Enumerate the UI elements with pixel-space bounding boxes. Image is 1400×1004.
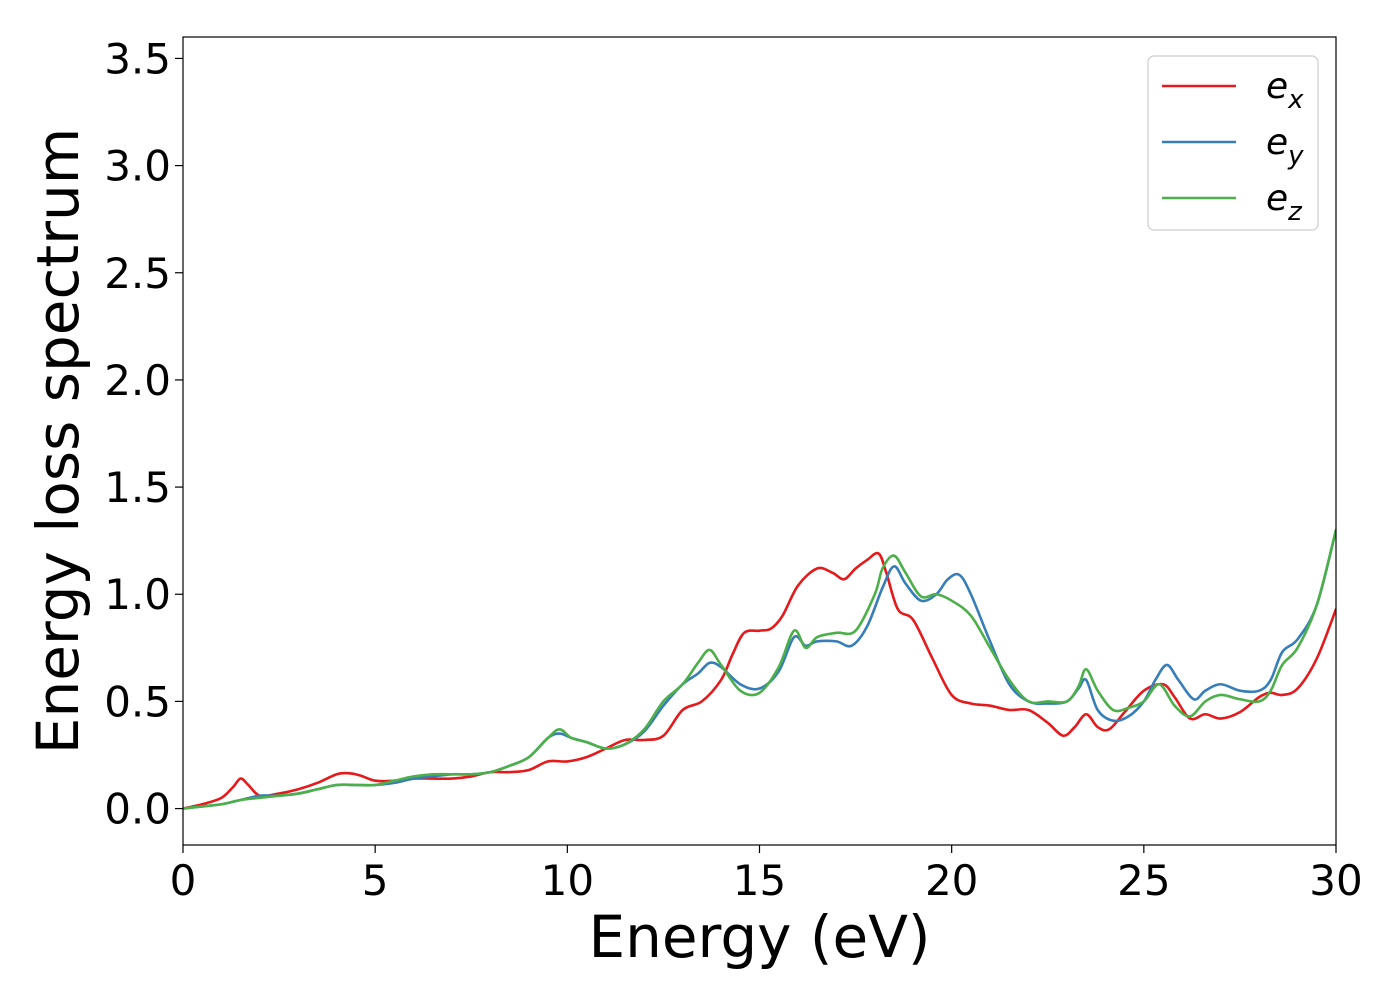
legend-item-x: ex: [1162, 66, 1304, 115]
x-tick-label: 15: [733, 856, 786, 905]
series-line-y: [183, 528, 1336, 810]
y-tick-label: 2.0: [104, 356, 171, 405]
x-tick-label: 20: [925, 856, 978, 905]
series-lines: [183, 528, 1336, 810]
series-line-x: [183, 551, 1336, 810]
legend-label: ey: [1266, 122, 1304, 171]
legend-label-subscript: y: [1287, 141, 1304, 171]
y-axis-label: Energy loss spectrum: [24, 128, 92, 754]
y-tick-label: 1.0: [104, 570, 171, 619]
x-tick-label: 5: [362, 856, 389, 905]
x-tick-label: 25: [1117, 856, 1170, 905]
legend-label: ez: [1266, 178, 1303, 227]
y-axis-ticks: 0.0 0.5 1.0 1.5 2.0 2.5 3.0 3.5: [104, 34, 183, 834]
y-tick-label: 3.5: [104, 34, 171, 83]
legend-label-base: e: [1266, 66, 1288, 107]
y-tick-label: 1.5: [104, 463, 171, 512]
legend-label-base: e: [1266, 178, 1288, 219]
legend-item-z: ez: [1162, 178, 1303, 227]
legend-label-subscript: z: [1287, 197, 1303, 227]
legend-label-subscript: x: [1287, 85, 1304, 115]
legend-label: ex: [1266, 66, 1304, 115]
series-line-z: [183, 528, 1336, 810]
y-tick-label: 0.5: [104, 677, 171, 726]
legend-label-base: e: [1266, 122, 1288, 163]
y-tick-label: 2.5: [104, 249, 171, 298]
x-tick-label: 10: [541, 856, 594, 905]
x-axis-label: Energy (eV): [588, 903, 930, 971]
x-axis-ticks: 0 5 10 15 20 25 30: [170, 845, 1363, 905]
x-tick-label: 0: [170, 856, 197, 905]
y-tick-label: 0.0: [104, 785, 171, 834]
y-tick-label: 3.0: [104, 142, 171, 191]
legend-item-y: ey: [1162, 122, 1304, 171]
x-tick-label: 30: [1309, 856, 1362, 905]
